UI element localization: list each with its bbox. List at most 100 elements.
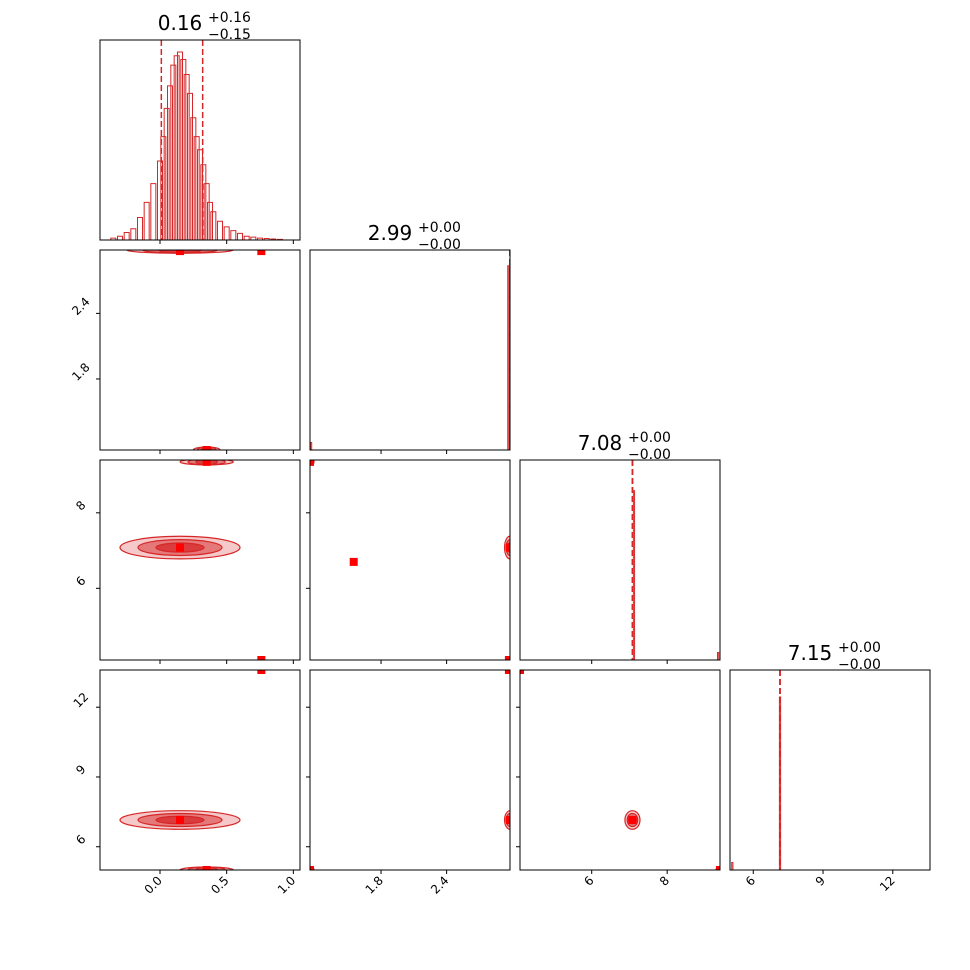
- density-panel-1-0: [126, 250, 266, 450]
- histogram-3: [731, 670, 782, 870]
- histogram-bar: [237, 232, 243, 240]
- histogram-bar: [187, 92, 193, 240]
- marker: [506, 543, 510, 552]
- histogram-bar: [717, 651, 720, 660]
- lower-error-label: −0.00: [418, 237, 461, 253]
- histogram-1: [310, 250, 510, 450]
- marker: [202, 866, 211, 870]
- upper-error-label: +0.00: [418, 220, 461, 236]
- histogram-0: [110, 40, 283, 240]
- median-label: 2.99: [368, 221, 413, 245]
- histogram-bar: [193, 136, 200, 240]
- marker: [349, 557, 358, 566]
- histogram-bar: [223, 226, 230, 240]
- x-tick-label: 9: [813, 873, 828, 888]
- panel-frame: [519, 459, 721, 661]
- median-label: 7.08: [578, 431, 623, 455]
- marker: [257, 250, 266, 256]
- y-tick-label: 8: [73, 498, 88, 513]
- density-panel-2-1: [310, 460, 510, 660]
- marker: [506, 816, 510, 824]
- histogram-bar: [210, 211, 217, 240]
- lower-error-label: −0.15: [208, 27, 251, 43]
- histogram-bar: [250, 236, 257, 240]
- density-panel-3-0: [119, 670, 266, 870]
- panel-frame: [519, 669, 721, 871]
- x-tick-label: 12: [877, 873, 898, 894]
- lower-error-label: −0.00: [838, 657, 881, 673]
- histogram-bar: [200, 164, 207, 240]
- histogram-bar: [230, 230, 237, 240]
- median-label: 0.16: [158, 11, 203, 35]
- marker: [628, 816, 637, 824]
- panel-frame: [99, 669, 301, 871]
- marker: [176, 816, 184, 824]
- panel-frame: [99, 39, 301, 241]
- marker: [310, 866, 314, 870]
- marker: [202, 446, 211, 450]
- histogram-bar: [123, 231, 130, 240]
- upper-error-label: +0.16: [208, 10, 251, 26]
- panel-frame: [99, 459, 301, 661]
- y-tick-label: 6: [73, 574, 88, 589]
- upper-error-label: +0.00: [628, 430, 671, 446]
- histogram-bar: [167, 85, 173, 240]
- histogram-bar: [130, 228, 137, 240]
- marker: [504, 656, 510, 660]
- histogram-bar: [183, 74, 190, 240]
- marker: [176, 543, 184, 552]
- y-tick-label: 9: [73, 762, 88, 777]
- histogram-bar: [150, 183, 157, 240]
- x-tick-label: 0.5: [208, 873, 231, 896]
- histogram-bar: [263, 237, 270, 240]
- y-tick-label: 1.8: [69, 360, 92, 383]
- panel-frame: [99, 249, 301, 451]
- density-panel-3-1: [310, 670, 510, 870]
- histogram-bar: [207, 201, 213, 240]
- marker: [257, 670, 266, 674]
- x-tick-label: 1.0: [275, 873, 298, 896]
- histogram-bar: [310, 441, 313, 450]
- histogram-bar: [190, 117, 197, 240]
- x-tick-label: 6: [743, 873, 758, 888]
- panel-frame: [309, 249, 511, 451]
- panel-frame: [729, 669, 931, 871]
- histogram-bar: [180, 59, 187, 240]
- marker: [716, 866, 720, 870]
- panel-frame: [309, 459, 511, 661]
- y-tick-label: 2.4: [69, 295, 92, 318]
- histogram-bar: [173, 55, 180, 240]
- x-tick-label: 0.0: [142, 873, 165, 896]
- histogram-bar: [243, 235, 250, 240]
- density-panel-3-2: [520, 670, 720, 870]
- histogram-bar: [507, 265, 510, 450]
- histogram-bar: [170, 64, 177, 240]
- histogram-bar: [731, 861, 734, 870]
- histogram-bar: [110, 237, 117, 240]
- histogram-bar: [197, 149, 203, 240]
- histogram-bar: [163, 107, 170, 240]
- y-tick-label: 12: [71, 690, 92, 711]
- x-tick-label: 8: [657, 873, 672, 888]
- panel-frame: [309, 669, 511, 871]
- density-panel-2-0: [119, 460, 266, 660]
- upper-error-label: +0.00: [838, 640, 881, 656]
- histogram-bar: [117, 235, 123, 240]
- marker: [176, 250, 184, 256]
- y-tick-label: 6: [73, 832, 88, 847]
- histogram-bar: [157, 160, 163, 240]
- histogram-bar: [137, 216, 143, 240]
- median-label: 7.15: [788, 641, 833, 665]
- histogram-bar: [257, 237, 263, 240]
- x-tick-label: 1.8: [363, 873, 386, 896]
- histogram-bar: [217, 220, 223, 240]
- histogram-bar: [203, 183, 210, 240]
- x-tick-label: 2.4: [428, 873, 451, 896]
- marker: [520, 670, 524, 674]
- lower-error-label: −0.00: [628, 447, 671, 463]
- marker: [202, 460, 211, 466]
- x-tick-label: 6: [581, 873, 596, 888]
- histogram-bar: [632, 490, 636, 660]
- histogram-bar: [143, 201, 150, 240]
